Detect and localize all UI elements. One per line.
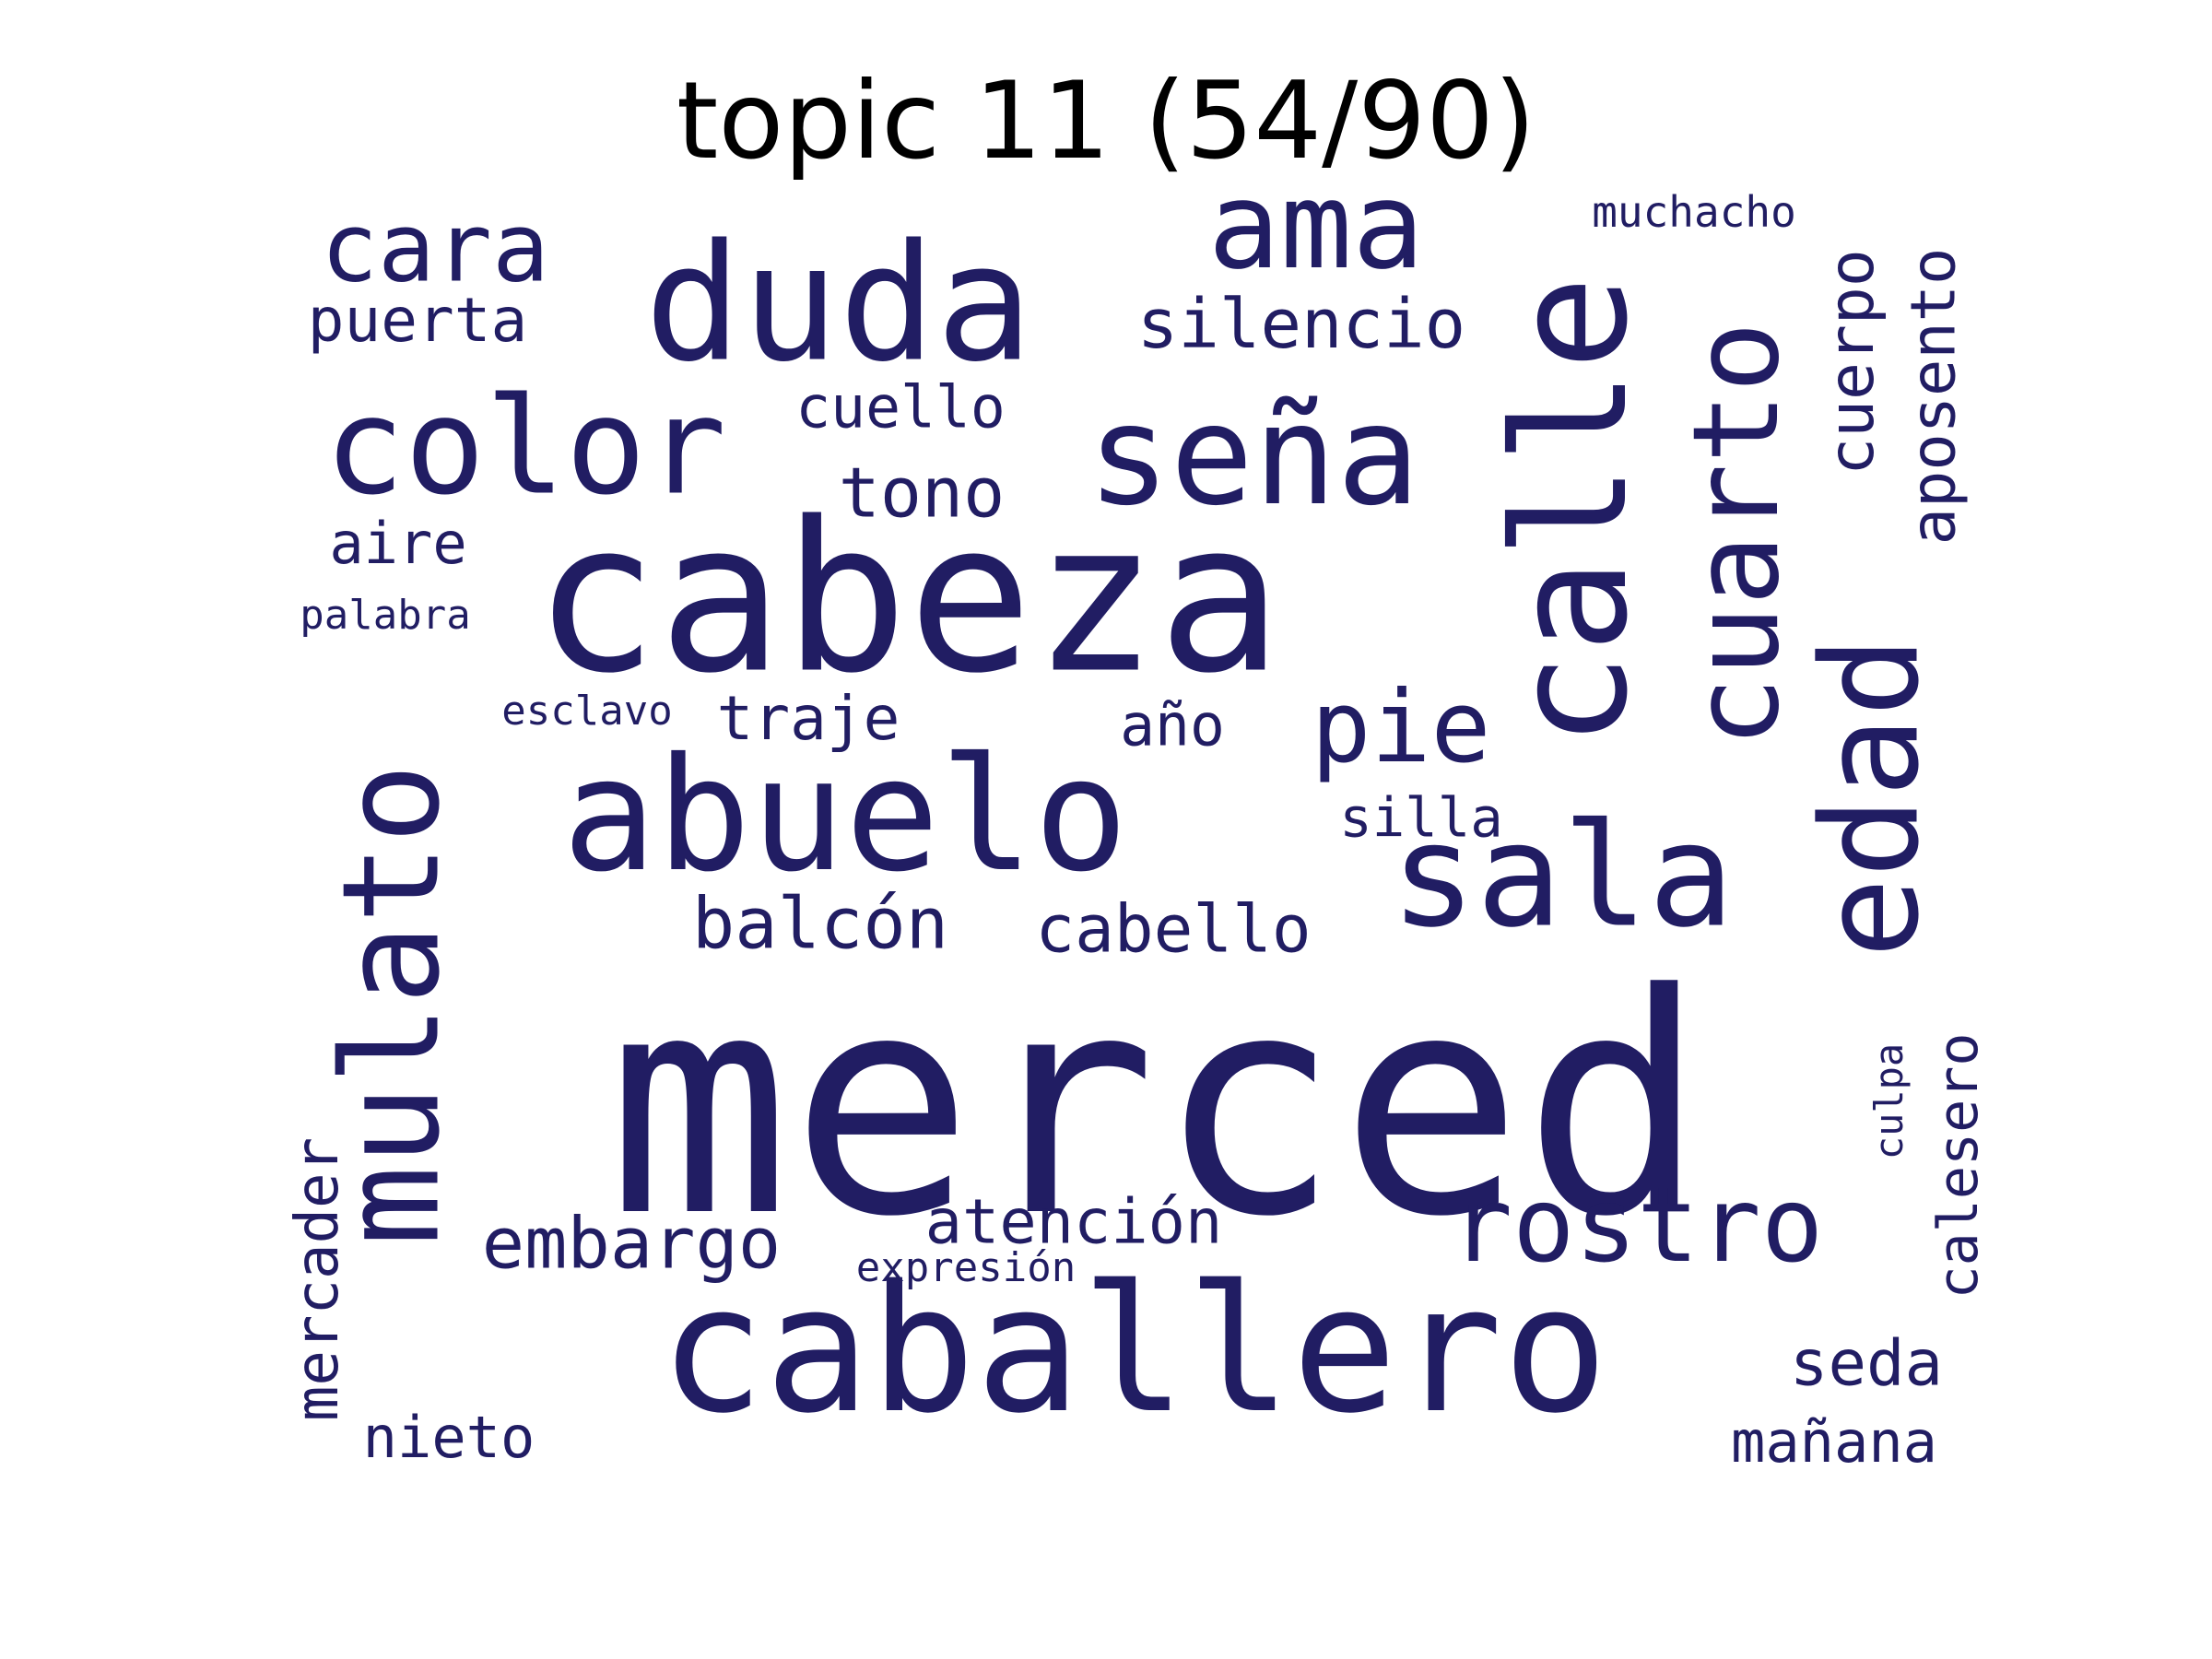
word-embargo: embargo bbox=[481, 1203, 782, 1286]
word-color: color bbox=[324, 369, 727, 525]
word-esclavo: esclavo bbox=[501, 688, 673, 735]
word-traje: traje bbox=[716, 683, 900, 754]
word-silencio: silencio bbox=[1136, 285, 1466, 364]
word-cara: cara bbox=[320, 193, 550, 304]
word-rostro: rostro bbox=[1450, 1166, 1824, 1286]
word-aire: aire bbox=[329, 510, 467, 577]
word-calle: calle bbox=[1480, 276, 1663, 747]
word-pie: pie bbox=[1311, 670, 1491, 785]
word-culpa: culpa bbox=[1866, 1042, 1912, 1160]
word-merced: merced bbox=[606, 929, 1707, 1283]
word-abuelo: abuelo bbox=[561, 724, 1129, 907]
word-cuarto: cuarto bbox=[1668, 321, 1806, 748]
word-atencion: atención bbox=[924, 1185, 1223, 1258]
figure-title: topic 11 (54/90) bbox=[676, 59, 1536, 183]
word-manana: mañana bbox=[1731, 1408, 1937, 1476]
word-nieto: nieto bbox=[362, 1404, 535, 1471]
word-cuello: cuello bbox=[795, 373, 1006, 441]
word-silla: silla bbox=[1339, 785, 1503, 850]
word-sala: sala bbox=[1390, 792, 1735, 959]
word-seda: seda bbox=[1789, 1326, 1944, 1401]
word-muchacho: muchacho bbox=[1592, 187, 1796, 237]
word-caballero: caballero bbox=[659, 1248, 1608, 1452]
word-sena: seña bbox=[1087, 376, 1420, 536]
word-edad: edad bbox=[1793, 636, 1949, 959]
word-aposento: aposento bbox=[1897, 247, 1970, 546]
word-ano: año bbox=[1120, 691, 1225, 759]
word-calesero: calesero bbox=[1926, 1032, 1991, 1300]
word-mercader: mercader bbox=[284, 1136, 352, 1422]
word-balcon: balcón bbox=[691, 883, 949, 966]
word-palabra: palabra bbox=[300, 592, 471, 639]
word-tono: tono bbox=[838, 452, 1006, 534]
word-cabello: cabello bbox=[1035, 890, 1312, 968]
word-duda: duda bbox=[644, 210, 1033, 398]
word-puerta: puerta bbox=[307, 285, 528, 356]
word-cuerpo: cuerpo bbox=[1816, 249, 1888, 476]
word-expresion: expresión bbox=[855, 1244, 1077, 1291]
word-cabeza: cabeza bbox=[533, 477, 1283, 720]
word-ama: ama bbox=[1207, 156, 1425, 296]
